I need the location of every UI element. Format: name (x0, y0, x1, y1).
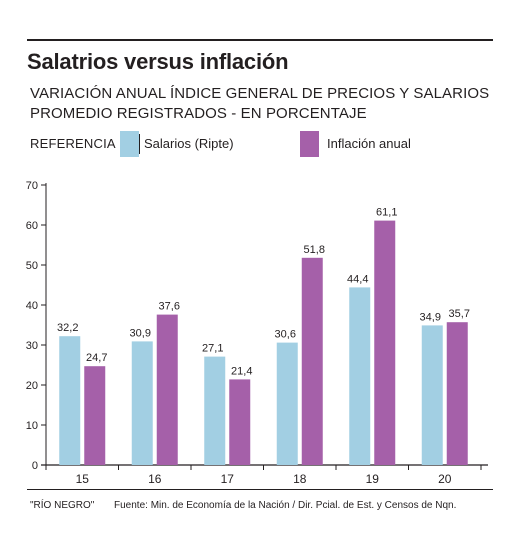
x-tick-label: 19 (366, 472, 380, 486)
y-tick-label: 20 (26, 380, 38, 392)
data-label: 34,9 (420, 311, 441, 323)
bar-inflacion (446, 322, 468, 465)
legend-swatch-inflacion (300, 131, 319, 157)
data-label: 21,4 (231, 365, 252, 377)
bar-salarios (204, 356, 226, 465)
footer-brand: "RÍO NEGRO" (30, 500, 95, 511)
bar-salarios (276, 342, 298, 465)
bar-salarios (131, 341, 153, 465)
bar-inflacion (84, 366, 106, 465)
legend-label-salarios: Salarios (Ripte) (144, 136, 234, 151)
legend-swatch-salarios (120, 131, 139, 157)
y-tick-label: 70 (26, 180, 38, 192)
data-label: 35,7 (449, 308, 470, 320)
x-tick-label: 16 (148, 472, 162, 486)
bar-inflacion (229, 379, 251, 465)
data-label: 61,1 (376, 207, 397, 219)
data-label: 37,6 (159, 301, 180, 313)
x-tick-label: 15 (76, 472, 90, 486)
bar-inflacion (374, 220, 396, 465)
data-label: 27,1 (202, 343, 223, 355)
data-label: 51,8 (304, 244, 325, 256)
bar-salarios (421, 325, 443, 465)
bar-inflacion (301, 257, 323, 465)
data-label: 32,2 (57, 322, 78, 334)
y-tick-label: 50 (26, 260, 38, 272)
chart-title: Salatrios versus inflación (27, 49, 289, 74)
top-rule (27, 39, 493, 41)
x-tick-label: 17 (221, 472, 235, 486)
x-tick-label: 20 (438, 472, 452, 486)
bar-chart: 0 10 20 30 40 50 60 70 32,2 24,7 15 30,9 37,6 16 27,1 2… (26, 180, 488, 486)
footer-rule (27, 489, 493, 490)
footer-source: Fuente: Min. de Economía de la Nación / … (114, 500, 457, 511)
data-label: 30,9 (130, 327, 151, 339)
data-label: 44,4 (347, 273, 368, 285)
x-tick-label: 18 (293, 472, 307, 486)
y-tick-label: 10 (26, 420, 38, 432)
chart-subtitle: VARIACIÓN ANUAL ÍNDICE GENERAL DE PRECIO… (30, 85, 490, 122)
bar-salarios (349, 287, 371, 465)
y-tick-label: 30 (26, 340, 38, 352)
bar-salarios (59, 336, 81, 465)
legend: REFERENCIA Salarios (Ripte) Inflación an… (30, 131, 490, 157)
y-tick-label: 0 (32, 460, 38, 472)
y-tick-label: 60 (26, 220, 38, 232)
legend-label-inflacion: Inflación anual (327, 136, 411, 151)
y-tick-label: 40 (26, 300, 38, 312)
bar-inflacion (156, 314, 178, 465)
data-label: 24,7 (86, 352, 107, 364)
legend-reference-label: REFERENCIA (30, 136, 116, 151)
data-label: 30,6 (275, 329, 296, 341)
